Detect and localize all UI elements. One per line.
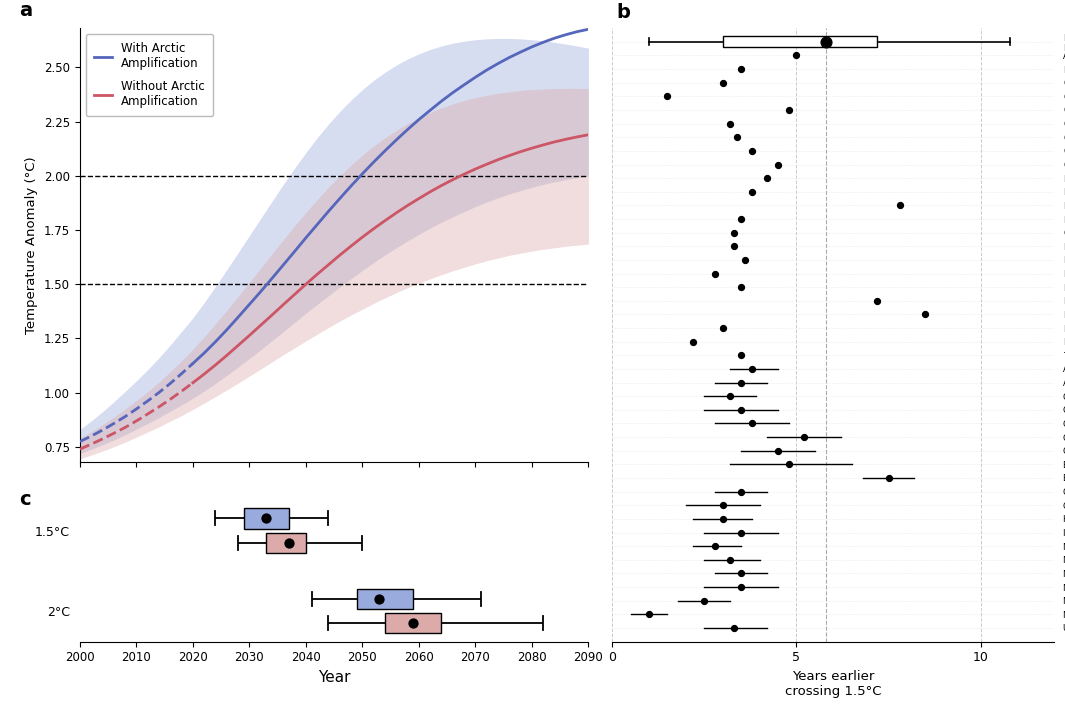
Point xyxy=(707,268,724,279)
Point xyxy=(725,240,742,252)
Point xyxy=(733,63,750,75)
Point xyxy=(733,404,750,415)
Point xyxy=(769,445,786,456)
Point xyxy=(733,568,750,579)
Y-axis label: Temperature Anomaly (°C): Temperature Anomaly (°C) xyxy=(26,157,38,334)
Point xyxy=(722,391,739,402)
Point xyxy=(891,200,908,211)
Point xyxy=(258,513,275,524)
Point xyxy=(758,173,775,184)
Text: b: b xyxy=(617,3,630,22)
X-axis label: Years earlier
crossing 1.5°C: Years earlier crossing 1.5°C xyxy=(785,670,882,698)
Point xyxy=(722,118,739,129)
Point xyxy=(725,623,742,634)
Point xyxy=(733,281,750,293)
Point xyxy=(781,459,798,470)
Point xyxy=(640,608,657,620)
Point xyxy=(733,582,750,593)
Point xyxy=(659,91,676,102)
Point xyxy=(796,431,813,443)
Bar xyxy=(266,532,306,553)
Text: c: c xyxy=(19,490,31,509)
Point xyxy=(788,50,805,61)
Point xyxy=(707,541,724,552)
Point xyxy=(733,214,750,225)
Point xyxy=(695,595,712,606)
Bar xyxy=(723,37,878,47)
Point xyxy=(280,537,297,548)
Point xyxy=(722,554,739,565)
Point xyxy=(736,255,753,266)
Point xyxy=(733,350,750,361)
Point xyxy=(733,486,750,497)
Point xyxy=(917,309,934,320)
Bar xyxy=(357,589,413,609)
Point xyxy=(869,295,886,307)
Point xyxy=(725,227,742,238)
Point xyxy=(743,418,760,429)
Point xyxy=(880,472,897,484)
Point xyxy=(733,377,750,388)
Point xyxy=(817,36,834,47)
Point xyxy=(728,132,745,143)
Point xyxy=(781,104,798,116)
Point xyxy=(405,618,422,629)
Point xyxy=(769,159,786,170)
Point xyxy=(715,500,732,511)
Bar xyxy=(244,508,289,529)
Point xyxy=(743,145,760,157)
Point xyxy=(715,322,732,333)
Point xyxy=(685,336,702,348)
Bar xyxy=(384,613,442,634)
Point xyxy=(371,594,388,605)
Point xyxy=(743,186,760,197)
Point xyxy=(715,77,732,88)
Legend: With Arctic
Amplification, Without Arctic
Amplification: With Arctic Amplification, Without Arcti… xyxy=(86,34,213,116)
Text: a: a xyxy=(19,1,32,20)
X-axis label: Year: Year xyxy=(317,670,350,685)
Point xyxy=(743,363,760,374)
Point xyxy=(715,513,732,525)
Point xyxy=(733,527,750,538)
